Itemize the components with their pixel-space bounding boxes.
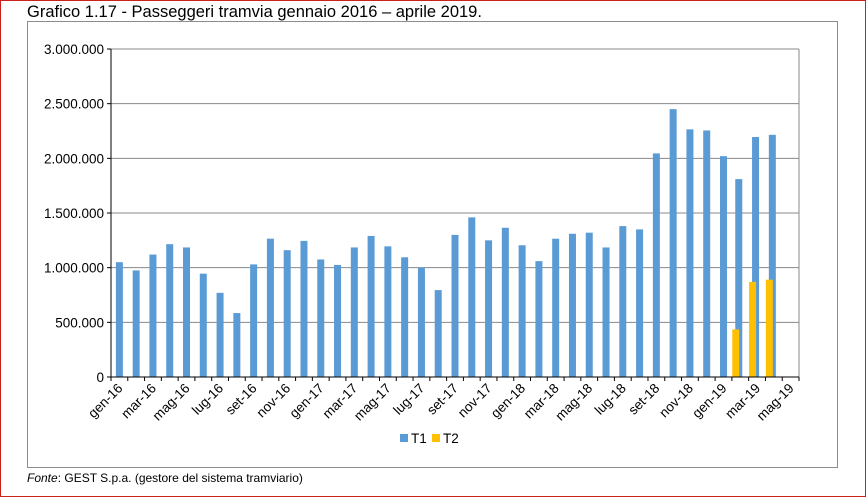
y-tick-label: 500.000 <box>55 315 104 330</box>
bar-t1 <box>250 264 258 377</box>
legend: T1 T2 <box>400 431 459 446</box>
bar-t1 <box>266 238 274 377</box>
x-tick-label: nov-18 <box>656 381 696 421</box>
bar-t1 <box>199 273 207 377</box>
bar-t1 <box>535 261 543 377</box>
y-tick-label: 0 <box>96 370 104 385</box>
bar-t1 <box>768 134 776 377</box>
bar-t1 <box>149 254 157 377</box>
bar-t1 <box>300 240 308 377</box>
gridlines <box>111 48 800 377</box>
legend-swatch-t1 <box>400 434 408 442</box>
bar-t1 <box>602 247 610 377</box>
bar-t2 <box>765 279 773 377</box>
y-tick-label: 2.500.000 <box>44 97 104 112</box>
bar-t1 <box>451 234 459 377</box>
bar-t1 <box>417 267 425 377</box>
bar-t1 <box>317 259 325 377</box>
bar-t1 <box>552 238 560 377</box>
bar-t1 <box>652 153 660 377</box>
bar-t2 <box>732 329 740 377</box>
bar-t1 <box>669 109 677 377</box>
x-tick-label: mag-18 <box>552 381 595 424</box>
source-note: Fonte: GEST S.p.a. (gestore del sistema … <box>27 471 303 485</box>
x-tick-label: set-16 <box>223 381 260 418</box>
figure-title: Grafico 1.17 - Passeggeri tramvia gennai… <box>27 3 482 21</box>
bar-t1 <box>334 264 342 377</box>
x-tick-label: gen-16 <box>85 381 125 421</box>
bar-t1 <box>183 247 191 377</box>
chart-area: 0 500.000 1.000.000 1.500.000 2.000.000 2.500… <box>27 21 838 468</box>
bar-chart: 0 500.000 1.000.000 1.500.000 2.000.000 2.500… <box>44 42 800 446</box>
bar-t2 <box>749 281 757 377</box>
y-axis-tick-labels: 0 500.000 1.000.000 1.500.000 2.000.000 2.500… <box>44 42 104 385</box>
bar-t1 <box>166 244 174 377</box>
x-tick-label: lug-17 <box>390 381 427 418</box>
bar-t1 <box>384 246 392 377</box>
x-tick-label: nov-17 <box>455 381 495 421</box>
source-label: Fonte <box>27 471 58 485</box>
x-tick-label: set-17 <box>424 381 461 418</box>
x-tick-label: set-18 <box>625 381 662 418</box>
bars <box>115 109 776 377</box>
x-tick-label: gen-17 <box>287 381 327 421</box>
y-tick-label: 1.500.000 <box>44 206 104 221</box>
x-tick-label: nov-16 <box>254 381 294 421</box>
legend-swatch-t2 <box>432 434 440 442</box>
bar-t1 <box>752 137 760 377</box>
bar-t1 <box>115 262 123 377</box>
bar-t1 <box>719 156 727 377</box>
bar-t1 <box>434 290 442 377</box>
bar-t1 <box>233 313 241 377</box>
y-tick-label: 3.000.000 <box>44 42 104 57</box>
x-tick-label: lug-16 <box>189 381 226 418</box>
x-axis-tick-labels: gen-16mar-16mag-16lug-16set-16nov-16gen-… <box>85 381 797 424</box>
bar-t1 <box>485 240 493 377</box>
bar-t1 <box>686 129 694 377</box>
bar-t1 <box>636 229 644 377</box>
source-text: : GEST S.p.a. (gestore del sistema tramv… <box>57 471 303 485</box>
bar-t1 <box>703 130 711 377</box>
bar-t1 <box>619 226 627 377</box>
bar-t1 <box>468 217 476 377</box>
legend-label-t2: T2 <box>443 431 459 446</box>
x-tick-label: mag-19 <box>754 381 797 424</box>
x-tick-label: mag-17 <box>351 381 394 424</box>
bar-t1 <box>501 227 509 377</box>
bar-t1 <box>735 179 743 377</box>
x-tick-label: gen-18 <box>488 381 528 421</box>
bar-t1 <box>350 247 358 377</box>
bar-t1 <box>518 245 526 377</box>
y-tick-label: 2.000.000 <box>44 151 104 166</box>
bar-t1 <box>401 257 409 377</box>
x-tick-label: mag-16 <box>150 381 193 424</box>
bar-t1 <box>585 232 593 377</box>
bar-t1 <box>283 250 291 377</box>
legend-label-t1: T1 <box>411 431 427 446</box>
x-tick-label: lug-18 <box>592 381 629 418</box>
y-tick-label: 1.000.000 <box>44 261 104 276</box>
bar-t1 <box>367 235 375 377</box>
bar-t1 <box>216 292 224 377</box>
axes <box>107 48 800 381</box>
bar-t1 <box>568 233 576 377</box>
x-tick-label: gen-19 <box>689 381 729 421</box>
bar-t1 <box>132 270 140 377</box>
